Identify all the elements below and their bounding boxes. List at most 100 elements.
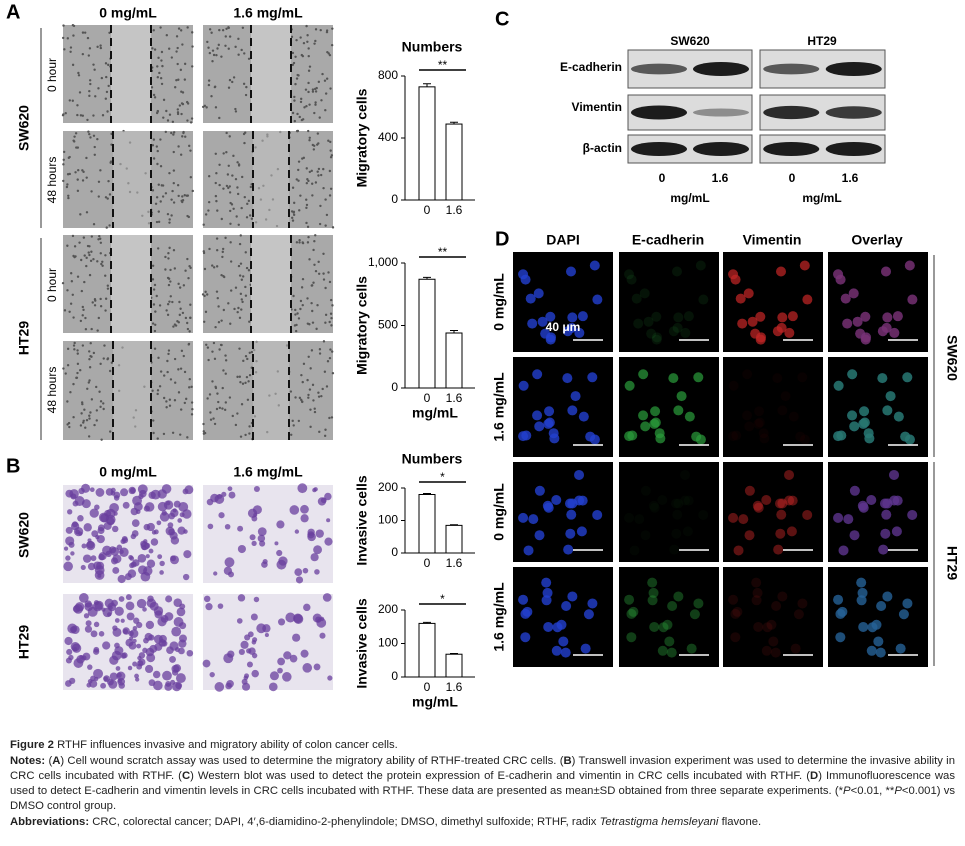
cell (875, 647, 886, 658)
y-axis-label: Migratory cells (354, 276, 370, 375)
cell (119, 547, 129, 558)
cell (566, 322, 577, 333)
cell (325, 77, 329, 80)
cell (324, 537, 333, 546)
micrograph (619, 252, 719, 352)
cell (175, 50, 178, 53)
cell (179, 367, 183, 370)
cell (567, 405, 578, 416)
dose-label: 0 (659, 171, 666, 185)
cell (835, 274, 846, 285)
cell (793, 609, 804, 620)
cell (225, 184, 229, 188)
cell (210, 95, 213, 98)
cell (229, 322, 232, 325)
cell (79, 319, 83, 323)
cell (833, 512, 844, 523)
cell (190, 413, 194, 416)
cell (650, 417, 661, 428)
cell (238, 648, 245, 656)
cell (173, 267, 177, 270)
cell (152, 157, 156, 160)
cell (178, 647, 185, 655)
cell (227, 47, 230, 50)
cell (84, 316, 87, 320)
cell (220, 343, 223, 347)
cell (215, 53, 218, 57)
cell (73, 348, 76, 351)
cell (224, 372, 227, 375)
y-axis-label: Invasive cells (354, 475, 370, 566)
cell (201, 293, 205, 296)
cell (307, 179, 310, 183)
cell (234, 286, 238, 289)
cell (881, 509, 892, 520)
row-label: 0 mg/mL (491, 273, 507, 331)
cell (175, 35, 179, 38)
cell (168, 512, 176, 520)
cell (237, 53, 240, 56)
cell (728, 380, 739, 391)
cell (257, 534, 266, 543)
cell (835, 608, 846, 619)
bar (418, 278, 436, 389)
cell (299, 194, 302, 197)
cell (81, 305, 85, 309)
x-tick-label: 1.6 (446, 680, 463, 694)
band (693, 62, 749, 76)
cell (650, 406, 661, 417)
cell (205, 106, 208, 109)
cell (88, 89, 91, 93)
cell (583, 609, 594, 620)
cell (156, 437, 159, 440)
cell (221, 250, 224, 254)
cell (667, 600, 678, 611)
cell (98, 631, 105, 637)
cell (88, 414, 91, 417)
cell (184, 135, 187, 138)
cell (145, 647, 155, 657)
cell (576, 526, 587, 537)
error-bar (423, 493, 431, 495)
cell-line-label: SW620 (944, 335, 960, 381)
dose-label: 1.6 (842, 171, 859, 185)
cell (182, 284, 186, 287)
cell (84, 600, 92, 608)
cell (328, 169, 332, 173)
cell (79, 114, 83, 117)
cell (187, 343, 190, 346)
cell (327, 675, 333, 681)
cell (313, 663, 321, 671)
x-tick-label: 1.6 (446, 556, 463, 570)
cell (61, 36, 65, 40)
cell (97, 573, 102, 578)
cell (302, 362, 306, 366)
cell (163, 500, 174, 510)
cell (173, 500, 181, 508)
cell (100, 682, 107, 689)
cell (177, 526, 186, 535)
cell (112, 566, 120, 574)
cell (680, 327, 691, 338)
cell (87, 54, 91, 57)
cell (742, 369, 753, 380)
cell (62, 158, 65, 161)
cell (313, 545, 323, 555)
cell (84, 625, 93, 633)
cell (183, 401, 187, 405)
cell (90, 398, 94, 401)
cell (317, 391, 320, 394)
cell (212, 53, 216, 57)
cell (233, 307, 236, 311)
cell (94, 504, 100, 510)
cell (63, 309, 67, 312)
cell (305, 198, 308, 201)
cell (312, 613, 322, 623)
cell (587, 372, 598, 383)
cell (179, 408, 183, 411)
cell (173, 357, 177, 361)
cell (159, 165, 163, 168)
cell (183, 78, 187, 81)
error-bar (450, 524, 458, 526)
cell (744, 530, 755, 541)
